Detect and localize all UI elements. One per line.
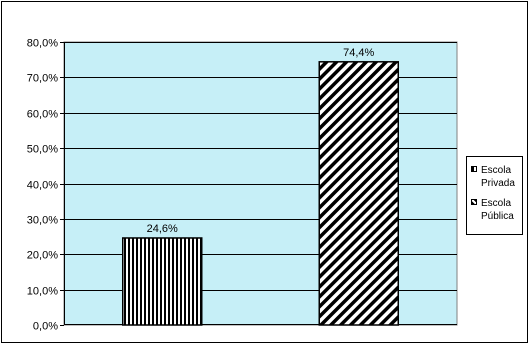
y-tick-label: 70,0% [27, 73, 58, 85]
data-labels: 24,6% 74,4% [147, 47, 375, 235]
legend-swatch-vertical-stripes [471, 166, 477, 172]
legend-label-line2: Privada [481, 178, 515, 189]
bars [122, 61, 399, 326]
data-label: 74,4% [343, 47, 374, 59]
y-tick-label: 30,0% [27, 215, 58, 227]
data-label: 24,6% [147, 223, 178, 235]
y-tick-label: 20,0% [27, 250, 58, 262]
legend-label-line1: Escola [481, 165, 512, 176]
y-tick-label: 0,0% [33, 321, 58, 333]
legend-label-escola-privada: Escola Privada [481, 164, 525, 190]
legend: Escola Privada Escola Pública [466, 156, 523, 235]
bar-escola-privada [122, 237, 203, 326]
y-axis: 0,0% 10,0% 20,0% 30,0% 40,0% 50,0% 60,0% 70,0% 8… [27, 38, 457, 333]
y-tick-label: 40,0% [27, 180, 58, 192]
y-tick-label: 80,0% [27, 38, 58, 50]
legend-label-line2: Pública [481, 211, 514, 222]
legend-label-escola-publica: Escola Pública [481, 197, 525, 223]
y-tick-label: 60,0% [27, 109, 58, 121]
legend-swatch-diagonal-stripes [471, 199, 477, 205]
bar-escola-publica [318, 61, 399, 326]
y-tick-label: 10,0% [27, 286, 58, 298]
legend-label-line1: Escola [481, 198, 512, 209]
y-tick-label: 50,0% [27, 144, 58, 156]
